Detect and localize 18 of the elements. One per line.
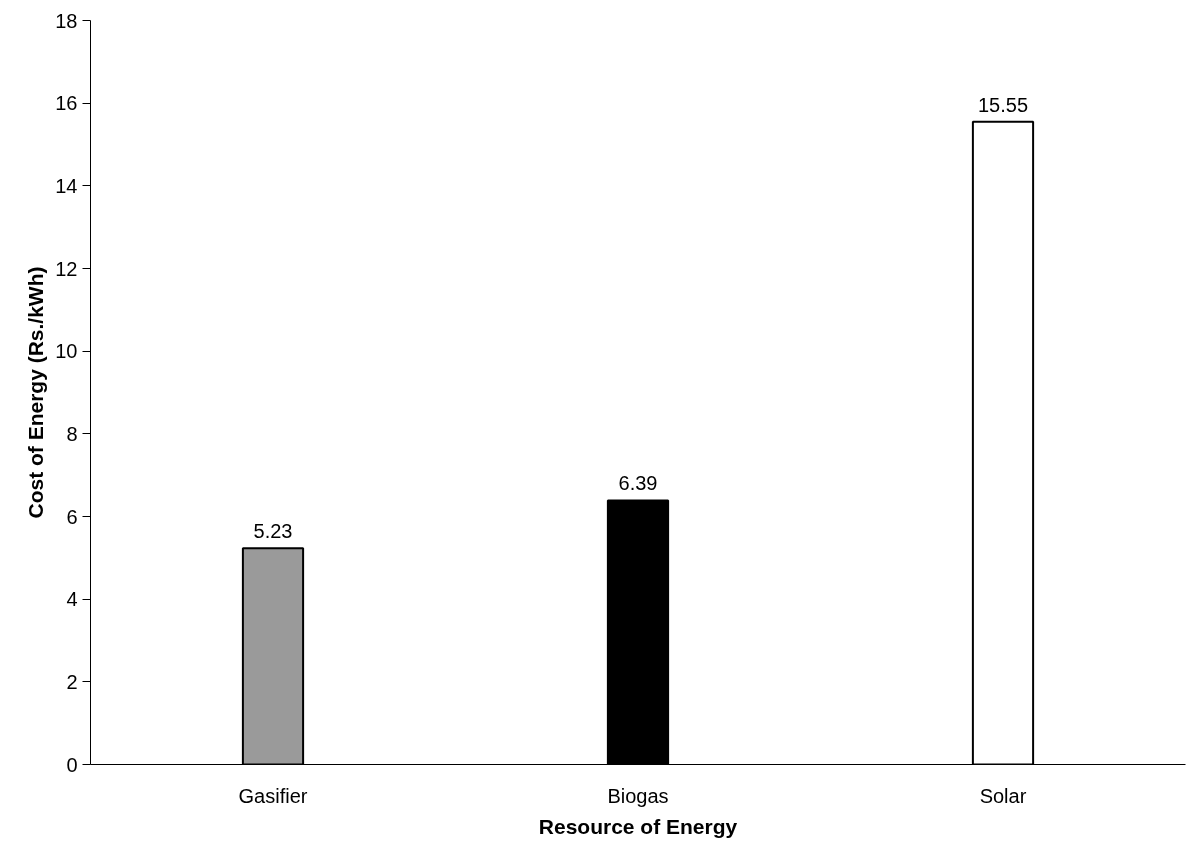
- y-tick-label: 8: [66, 422, 78, 445]
- y-tick-label: 12: [55, 257, 78, 280]
- y-tick-label: 14: [55, 174, 78, 197]
- y-tick-label: 4: [66, 588, 78, 611]
- data-label: 15.55: [977, 93, 1029, 116]
- y-tick-label: 6: [66, 505, 78, 528]
- y-tick-label: 2: [66, 670, 78, 693]
- y-tick-label: 0: [66, 753, 78, 776]
- y-axis-title: Cost of Energy (Rs./kWh): [24, 266, 48, 519]
- x-tick-label: Gasifier: [238, 784, 308, 807]
- x-tick-label: Solar: [979, 784, 1027, 807]
- data-label: 6.39: [618, 472, 658, 495]
- x-tick-label: Biogas: [607, 784, 669, 807]
- y-tick-label: 18: [55, 9, 78, 32]
- y-tick-label: 10: [55, 340, 78, 363]
- y-tick-label: 16: [55, 92, 78, 115]
- x-axis-title: Resource of Energy: [538, 814, 738, 838]
- data-label: 5.23: [253, 520, 293, 543]
